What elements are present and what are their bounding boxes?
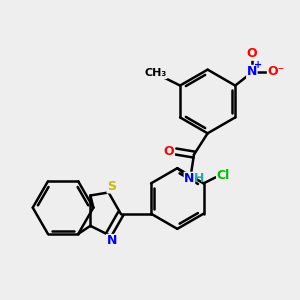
Text: O⁻: O⁻ <box>268 65 285 78</box>
Text: S: S <box>107 180 116 193</box>
Text: O: O <box>247 47 257 60</box>
Text: N: N <box>184 172 195 185</box>
Text: H: H <box>194 172 205 185</box>
Text: O: O <box>164 145 174 158</box>
Text: +: + <box>254 60 262 70</box>
Text: Cl: Cl <box>217 169 230 182</box>
Text: CH₃: CH₃ <box>145 68 167 78</box>
Text: N: N <box>247 65 257 78</box>
Text: N: N <box>106 235 117 248</box>
